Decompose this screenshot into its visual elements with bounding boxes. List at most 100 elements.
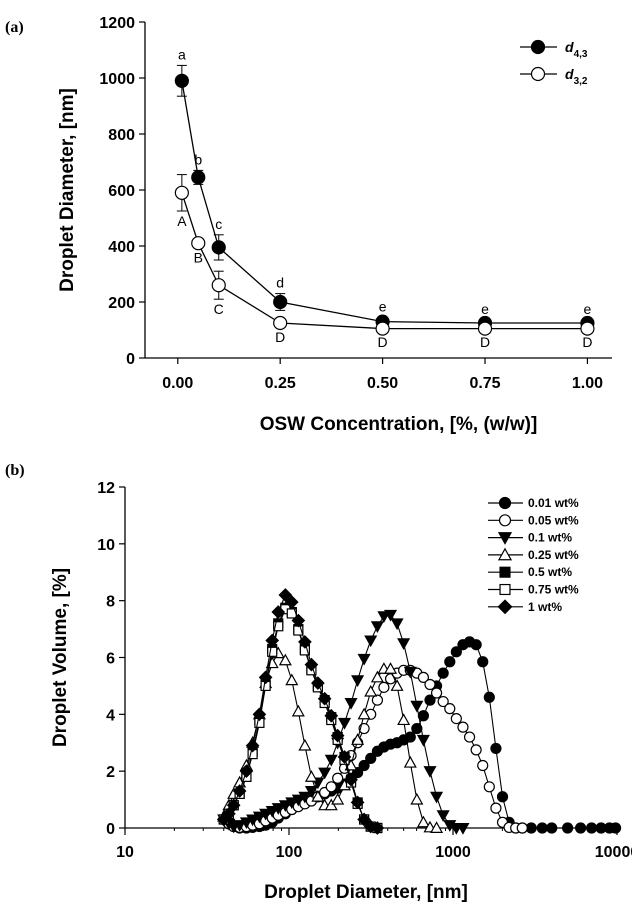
data-point xyxy=(490,742,502,755)
data-point xyxy=(324,798,338,811)
data-point xyxy=(304,657,319,672)
data-point xyxy=(496,791,509,803)
data-point xyxy=(463,731,476,743)
data-point xyxy=(330,728,345,743)
y-tick-label: 600 xyxy=(108,183,135,200)
data-point xyxy=(562,822,574,834)
data-point xyxy=(304,770,318,782)
legend: 0.01 wt% 0.05 wt% 0.1 wt% 0.25 wt% 0.5 wt% 0.… xyxy=(488,496,579,615)
data-point xyxy=(436,810,450,822)
data-point xyxy=(252,707,267,722)
data-point xyxy=(365,752,377,764)
x-tick-label: 0.25 xyxy=(265,375,296,392)
data-point xyxy=(450,712,462,725)
legend-label: 0.75 wt% xyxy=(528,583,579,597)
data-point xyxy=(311,676,325,690)
data-point xyxy=(370,821,385,835)
significance-letter: e xyxy=(379,298,387,314)
data-point xyxy=(344,758,358,771)
data-point xyxy=(304,786,318,798)
data-point xyxy=(424,678,436,691)
data-point xyxy=(245,738,260,753)
data-point xyxy=(450,646,462,658)
data-point xyxy=(325,781,337,793)
data-point xyxy=(483,691,495,703)
data-point xyxy=(410,700,424,713)
data-point xyxy=(384,609,398,622)
data-point xyxy=(239,764,254,779)
significance-letter: B xyxy=(194,249,203,265)
data-point xyxy=(211,240,226,255)
x-tick-label: 0.00 xyxy=(162,375,193,392)
data-point xyxy=(273,315,288,331)
data-point xyxy=(291,704,305,717)
data-point xyxy=(258,670,273,685)
legend: d4,3 d3,2 xyxy=(520,39,588,87)
panel-b-chart: (b) 0 2 4 6 8 10 12 10 100 1000 10000 Droplet Diamet… xyxy=(5,462,632,903)
legend-label: d4,3 xyxy=(565,39,588,60)
data-point xyxy=(430,821,444,834)
data-point xyxy=(246,814,260,827)
data-point xyxy=(278,800,292,813)
data-point xyxy=(298,791,312,804)
data-point xyxy=(585,822,598,834)
y-tick-label: 6 xyxy=(106,651,115,668)
data-point xyxy=(403,755,417,768)
data-point xyxy=(423,766,437,778)
data-point xyxy=(358,759,370,772)
y-tick-label: 1000 xyxy=(99,71,135,88)
y-tick-label: 0 xyxy=(106,821,115,838)
significance-letter: a xyxy=(178,46,186,62)
x-axis-title: OSW Concentration, [%, (w/w)] xyxy=(260,414,538,435)
data-point xyxy=(285,797,299,810)
legend-label: 0.1 wt% xyxy=(528,531,572,545)
data-point xyxy=(424,694,436,706)
data-point xyxy=(580,321,595,336)
y-tick-label: 10 xyxy=(97,537,115,554)
significance-letter: d xyxy=(276,275,284,291)
panel-label: (a) xyxy=(5,19,24,36)
series-4-3: a b c d e e e xyxy=(174,46,595,331)
data-point xyxy=(311,790,325,802)
data-point xyxy=(416,815,430,828)
data-point xyxy=(477,656,489,668)
legend-marker xyxy=(530,39,546,55)
data-point xyxy=(285,673,299,686)
panel-label: (b) xyxy=(5,462,25,479)
y-tick-label: 200 xyxy=(108,295,135,312)
data-point xyxy=(222,806,236,821)
series-6 xyxy=(216,588,385,835)
y-tick-label: 12 xyxy=(97,480,115,497)
data-point xyxy=(536,822,548,834)
data-point xyxy=(437,667,449,679)
legend-marker xyxy=(530,66,546,82)
x-tick-label: 1.00 xyxy=(572,375,603,392)
data-point xyxy=(456,822,470,835)
data-point xyxy=(278,653,292,666)
significance-letter: A xyxy=(177,213,187,229)
data-point xyxy=(344,772,358,787)
series-line xyxy=(181,80,588,324)
data-point xyxy=(284,595,299,609)
data-point xyxy=(271,803,285,815)
data-point xyxy=(226,798,241,813)
significance-letter: D xyxy=(582,334,592,350)
data-point xyxy=(273,294,288,310)
x-tick-label: 0.75 xyxy=(469,375,500,392)
legend-marker xyxy=(499,583,511,596)
legend-label: 0.05 wt% xyxy=(528,513,579,527)
data-point xyxy=(490,802,502,814)
data-point xyxy=(324,708,339,723)
legend-label: d3,2 xyxy=(565,66,588,87)
y-axis-title: Droplet Diameter, [nm] xyxy=(57,88,78,292)
y-tick-label: 1200 xyxy=(99,15,135,32)
data-point xyxy=(403,666,417,679)
data-point xyxy=(331,792,345,805)
data-point xyxy=(609,822,622,834)
data-point xyxy=(357,812,371,827)
x-tick-label: 100 xyxy=(276,844,303,861)
data-point xyxy=(291,613,306,628)
data-point xyxy=(546,822,558,834)
data-point xyxy=(516,822,528,834)
